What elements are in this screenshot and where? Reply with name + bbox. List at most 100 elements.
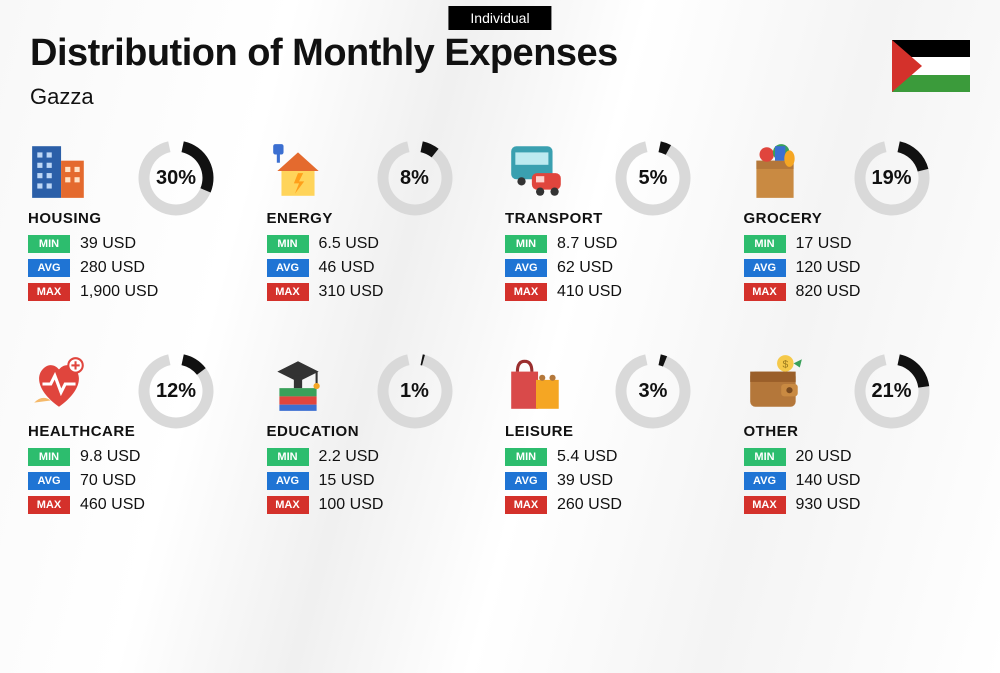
percent-label: 3% bbox=[615, 353, 691, 429]
avg-badge: AVG bbox=[505, 472, 547, 490]
percent-donut: 12% bbox=[138, 353, 214, 429]
max-value: 1,900 USD bbox=[80, 283, 158, 301]
min-value: 39 USD bbox=[80, 235, 136, 253]
avg-value: 15 USD bbox=[319, 472, 375, 490]
min-row: MIN 2.2 USD bbox=[267, 448, 496, 466]
context-tag: Individual bbox=[448, 6, 551, 30]
min-badge: MIN bbox=[744, 235, 786, 253]
max-row: MAX 410 USD bbox=[505, 283, 734, 301]
percent-label: 21% bbox=[854, 353, 930, 429]
category-card-energy: 8% ENERGY MIN 6.5 USD AVG 46 USD MAX 310… bbox=[267, 140, 496, 307]
percent-donut: 1% bbox=[377, 353, 453, 429]
category-card-other: $ 21% OTHER MIN 20 USD AVG 140 USD MAX 9… bbox=[744, 353, 973, 520]
percent-label: 19% bbox=[854, 140, 930, 216]
max-badge: MAX bbox=[505, 496, 547, 514]
health-heart-icon bbox=[28, 353, 90, 415]
wallet-icon: $ bbox=[744, 353, 806, 415]
min-value: 5.4 USD bbox=[557, 448, 617, 466]
avg-badge: AVG bbox=[744, 259, 786, 277]
category-card-transport: 5% TRANSPORT MIN 8.7 USD AVG 62 USD MAX … bbox=[505, 140, 734, 307]
avg-row: AVG 15 USD bbox=[267, 472, 496, 490]
avg-badge: AVG bbox=[744, 472, 786, 490]
max-badge: MAX bbox=[744, 496, 786, 514]
max-row: MAX 460 USD bbox=[28, 496, 257, 514]
min-badge: MIN bbox=[505, 235, 547, 253]
avg-value: 46 USD bbox=[319, 259, 375, 277]
max-badge: MAX bbox=[267, 283, 309, 301]
min-badge: MIN bbox=[28, 235, 70, 253]
max-value: 930 USD bbox=[796, 496, 861, 514]
avg-row: AVG 70 USD bbox=[28, 472, 257, 490]
min-badge: MIN bbox=[505, 448, 547, 466]
max-badge: MAX bbox=[28, 496, 70, 514]
max-row: MAX 100 USD bbox=[267, 496, 496, 514]
min-badge: MIN bbox=[28, 448, 70, 466]
percent-donut: 21% bbox=[854, 353, 930, 429]
max-row: MAX 310 USD bbox=[267, 283, 496, 301]
max-row: MAX 1,900 USD bbox=[28, 283, 257, 301]
svg-text:$: $ bbox=[782, 359, 788, 370]
grocery-bag-icon bbox=[744, 140, 806, 202]
category-card-healthcare: 12% HEALTHCARE MIN 9.8 USD AVG 70 USD MA… bbox=[28, 353, 257, 520]
max-value: 460 USD bbox=[80, 496, 145, 514]
max-value: 410 USD bbox=[557, 283, 622, 301]
avg-row: AVG 280 USD bbox=[28, 259, 257, 277]
avg-badge: AVG bbox=[267, 472, 309, 490]
page-subtitle: Gazza bbox=[30, 84, 94, 110]
category-card-grocery: 19% GROCERY MIN 17 USD AVG 120 USD MAX 8… bbox=[744, 140, 973, 307]
avg-row: AVG 46 USD bbox=[267, 259, 496, 277]
category-card-leisure: 3% LEISURE MIN 5.4 USD AVG 39 USD MAX 26… bbox=[505, 353, 734, 520]
min-value: 6.5 USD bbox=[319, 235, 379, 253]
avg-badge: AVG bbox=[505, 259, 547, 277]
percent-label: 1% bbox=[377, 353, 453, 429]
shopping-bags-icon bbox=[505, 353, 567, 415]
percent-donut: 3% bbox=[615, 353, 691, 429]
avg-value: 140 USD bbox=[796, 472, 861, 490]
avg-row: AVG 39 USD bbox=[505, 472, 734, 490]
category-grid: 30% HOUSING MIN 39 USD AVG 280 USD MAX 1… bbox=[28, 140, 972, 520]
min-value: 20 USD bbox=[796, 448, 852, 466]
min-row: MIN 5.4 USD bbox=[505, 448, 734, 466]
max-badge: MAX bbox=[505, 283, 547, 301]
page-title: Distribution of Monthly Expenses bbox=[30, 32, 618, 75]
avg-row: AVG 120 USD bbox=[744, 259, 973, 277]
flag-triangle bbox=[892, 40, 922, 92]
percent-label: 12% bbox=[138, 353, 214, 429]
max-badge: MAX bbox=[267, 496, 309, 514]
min-row: MIN 20 USD bbox=[744, 448, 973, 466]
percent-label: 5% bbox=[615, 140, 691, 216]
max-value: 100 USD bbox=[319, 496, 384, 514]
max-value: 310 USD bbox=[319, 283, 384, 301]
avg-value: 280 USD bbox=[80, 259, 145, 277]
avg-row: AVG 140 USD bbox=[744, 472, 973, 490]
min-row: MIN 6.5 USD bbox=[267, 235, 496, 253]
category-card-housing: 30% HOUSING MIN 39 USD AVG 280 USD MAX 1… bbox=[28, 140, 257, 307]
max-badge: MAX bbox=[28, 283, 70, 301]
min-value: 2.2 USD bbox=[319, 448, 379, 466]
avg-badge: AVG bbox=[28, 472, 70, 490]
avg-value: 70 USD bbox=[80, 472, 136, 490]
category-card-education: 1% EDUCATION MIN 2.2 USD AVG 15 USD MAX … bbox=[267, 353, 496, 520]
percent-donut: 5% bbox=[615, 140, 691, 216]
min-value: 17 USD bbox=[796, 235, 852, 253]
avg-badge: AVG bbox=[28, 259, 70, 277]
bus-car-icon bbox=[505, 140, 567, 202]
min-row: MIN 39 USD bbox=[28, 235, 257, 253]
min-row: MIN 8.7 USD bbox=[505, 235, 734, 253]
energy-house-icon bbox=[267, 140, 329, 202]
max-badge: MAX bbox=[744, 283, 786, 301]
avg-value: 39 USD bbox=[557, 472, 613, 490]
max-row: MAX 820 USD bbox=[744, 283, 973, 301]
buildings-icon bbox=[28, 140, 90, 202]
min-row: MIN 17 USD bbox=[744, 235, 973, 253]
min-badge: MIN bbox=[267, 448, 309, 466]
min-value: 8.7 USD bbox=[557, 235, 617, 253]
min-row: MIN 9.8 USD bbox=[28, 448, 257, 466]
avg-value: 62 USD bbox=[557, 259, 613, 277]
percent-label: 30% bbox=[138, 140, 214, 216]
avg-row: AVG 62 USD bbox=[505, 259, 734, 277]
avg-badge: AVG bbox=[267, 259, 309, 277]
percent-donut: 19% bbox=[854, 140, 930, 216]
min-value: 9.8 USD bbox=[80, 448, 140, 466]
flag-icon bbox=[892, 40, 970, 92]
